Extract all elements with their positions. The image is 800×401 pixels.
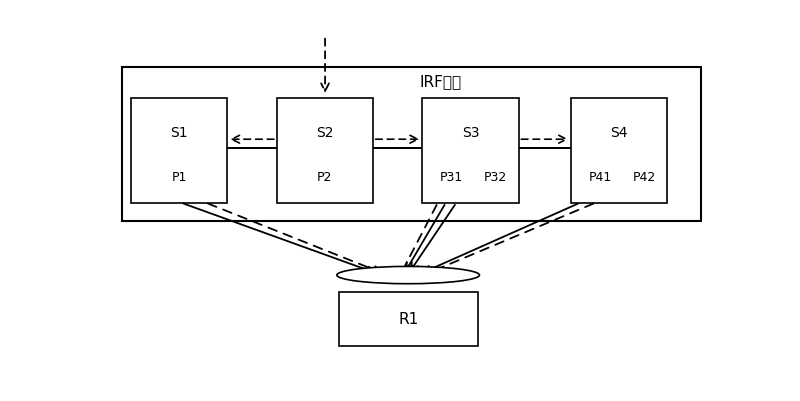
Bar [131, 97, 227, 203]
Bar [422, 97, 518, 203]
Text: S3: S3 [462, 126, 479, 140]
Text: P32: P32 [484, 171, 507, 184]
Text: P2: P2 [317, 171, 333, 184]
Text: P42: P42 [633, 171, 656, 184]
Text: S1: S1 [170, 126, 188, 140]
Text: S4: S4 [610, 126, 628, 140]
Bar [277, 97, 373, 203]
Text: R1: R1 [398, 312, 418, 326]
Text: P31: P31 [440, 171, 463, 184]
Text: P1: P1 [171, 171, 186, 184]
Bar [122, 67, 702, 221]
Text: P41: P41 [589, 171, 612, 184]
Ellipse shape [337, 266, 479, 284]
Text: S2: S2 [316, 126, 334, 140]
Bar [338, 292, 478, 346]
Text: IRF系统: IRF系统 [420, 74, 462, 89]
Bar [571, 97, 667, 203]
